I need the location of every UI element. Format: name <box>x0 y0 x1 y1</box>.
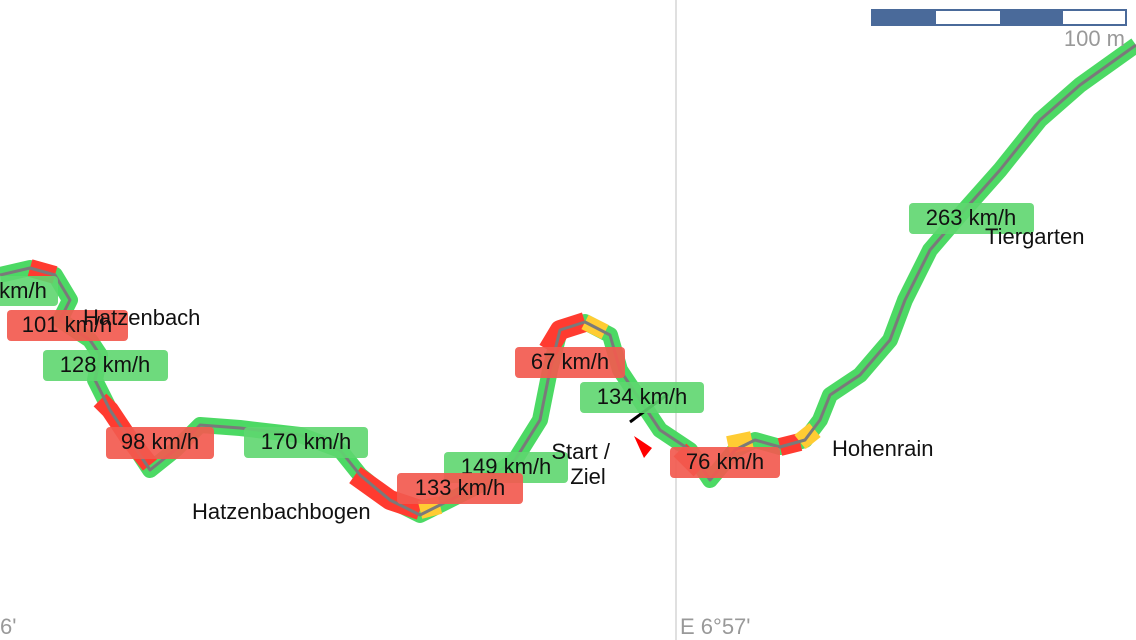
place-name: Hatzenbach <box>83 305 200 330</box>
place-name: Hohenrain <box>832 436 934 461</box>
place-names: Hatzenbach Hatzenbachbogen Hohenrain Tie… <box>83 224 1084 524</box>
longitude-label: E 6°57' <box>680 614 751 639</box>
place-name: Hatzenbachbogen <box>192 499 371 524</box>
speed-label: km/h <box>0 278 47 303</box>
speed-label-bg <box>43 350 168 381</box>
speed-label-bg <box>909 203 1034 234</box>
speed-label: 67 km/h <box>531 349 609 374</box>
speed-label-bg <box>7 310 128 341</box>
start-finish-label: Ziel <box>570 464 605 489</box>
speed-label-bg <box>244 427 368 458</box>
position-marker <box>634 436 652 458</box>
speed-label: 98 km/h <box>121 429 199 454</box>
scale-bar: 100 m <box>871 9 1127 51</box>
speed-label-bg <box>106 427 214 459</box>
scale-segment <box>872 10 936 25</box>
transition-zone <box>726 431 754 454</box>
speed-label: 133 km/h <box>415 475 506 500</box>
speed-label: 128 km/h <box>60 352 151 377</box>
speed-label: 263 km/h <box>926 205 1017 230</box>
speed-label: 170 km/h <box>261 429 352 454</box>
speed-labels: km/h 101 km/h 128 km/h 98 km/h 170 km/h … <box>0 203 1034 504</box>
speed-label: 101 km/h <box>22 312 113 337</box>
speed-label: 134 km/h <box>597 384 688 409</box>
scale-label: 100 m <box>1064 26 1125 51</box>
scale-segment <box>1000 10 1063 25</box>
speed-label-bg <box>0 276 58 306</box>
speed-label-bg <box>397 473 523 504</box>
longitude-label: 6' <box>0 614 16 639</box>
speed-label: 76 km/h <box>686 449 764 474</box>
place-name: Tiergarten <box>985 224 1084 249</box>
start-finish-label: Start / <box>551 439 611 464</box>
speed-label-bg <box>515 347 625 378</box>
speed-label-bg <box>670 447 780 478</box>
speed-label-bg <box>580 382 704 413</box>
